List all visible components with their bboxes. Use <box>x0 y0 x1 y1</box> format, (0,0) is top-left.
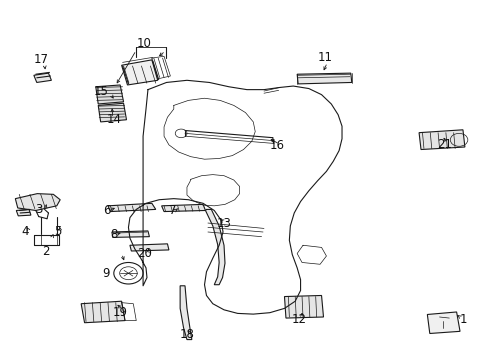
Polygon shape <box>96 85 123 104</box>
Text: 10: 10 <box>137 37 152 50</box>
Text: 4: 4 <box>21 225 29 238</box>
Polygon shape <box>81 301 125 323</box>
Polygon shape <box>205 210 224 285</box>
Polygon shape <box>34 73 51 82</box>
Text: 14: 14 <box>106 113 121 126</box>
Text: 8: 8 <box>110 228 117 241</box>
Polygon shape <box>112 231 149 237</box>
Text: 11: 11 <box>317 51 332 64</box>
Polygon shape <box>130 244 168 251</box>
Text: 6: 6 <box>103 204 110 217</box>
Text: 19: 19 <box>112 306 127 319</box>
Text: 3: 3 <box>35 203 42 216</box>
Text: 17: 17 <box>34 53 49 66</box>
Polygon shape <box>297 73 351 84</box>
Polygon shape <box>418 130 464 149</box>
Text: 9: 9 <box>102 267 109 280</box>
Text: 18: 18 <box>179 328 194 341</box>
Text: 20: 20 <box>137 247 152 260</box>
Polygon shape <box>16 210 31 216</box>
Polygon shape <box>180 286 191 339</box>
Text: 21: 21 <box>436 138 451 151</box>
Text: 16: 16 <box>269 139 285 152</box>
Polygon shape <box>15 194 60 211</box>
Polygon shape <box>427 312 459 333</box>
Polygon shape <box>98 103 126 122</box>
Text: 12: 12 <box>291 313 306 327</box>
Polygon shape <box>284 296 323 318</box>
Polygon shape <box>122 60 158 85</box>
Polygon shape <box>108 203 156 212</box>
Polygon shape <box>161 204 205 212</box>
Text: 5: 5 <box>55 225 62 238</box>
Text: 2: 2 <box>42 244 50 257</box>
Text: 7: 7 <box>168 204 176 217</box>
Text: 15: 15 <box>93 85 108 98</box>
Text: 13: 13 <box>216 217 231 230</box>
Text: 1: 1 <box>458 313 466 327</box>
